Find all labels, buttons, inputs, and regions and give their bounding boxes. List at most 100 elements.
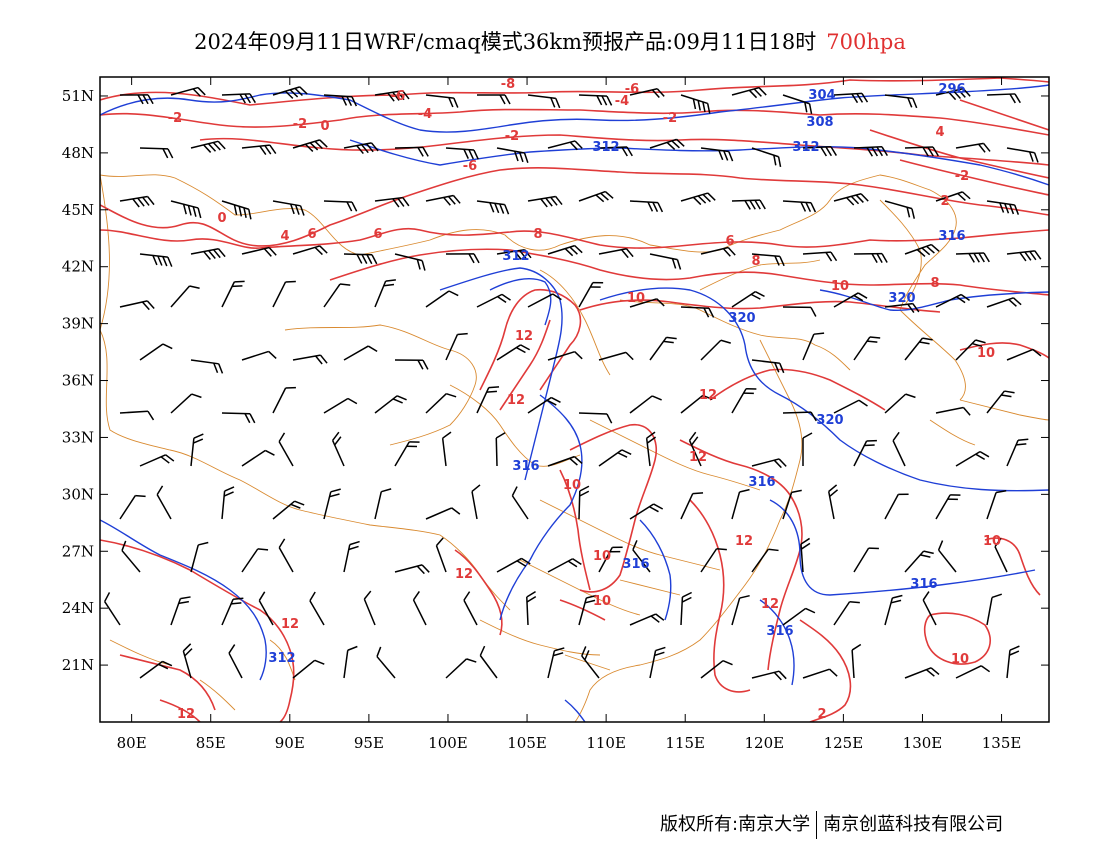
wind-barb <box>700 339 731 361</box>
temperature-label: 12 <box>177 707 195 722</box>
wind-barb <box>751 670 787 681</box>
title-level: 700hpa <box>826 30 906 54</box>
wind-barb <box>278 538 294 573</box>
lon-label: 135E <box>982 734 1022 752</box>
wind-barb <box>853 439 877 467</box>
wind-barb <box>343 253 378 265</box>
wind-barb <box>598 146 633 157</box>
wind-barb <box>394 359 429 370</box>
wind-barb <box>731 199 766 210</box>
wind-barb <box>922 591 937 626</box>
wind-barb <box>272 280 296 308</box>
temperature-label: 10 <box>831 279 849 294</box>
temperature-label: 2 <box>817 707 826 722</box>
wind-barb <box>578 190 614 203</box>
wind-barb <box>1006 348 1042 361</box>
temperature-label: 12 <box>507 393 525 408</box>
wind-barb <box>782 607 816 626</box>
wind-barb <box>986 593 1003 626</box>
wind-barb <box>221 486 235 520</box>
wind-barb <box>578 485 590 520</box>
wind-barb <box>292 245 328 256</box>
wind-barb <box>581 646 600 679</box>
height-label: 312 <box>268 651 295 666</box>
wind-barb <box>598 449 632 467</box>
temperature-label: 12 <box>455 567 473 582</box>
wind-barb <box>374 196 410 208</box>
wind-barb <box>170 393 202 414</box>
wind-barb <box>323 94 358 107</box>
wind-barb <box>425 94 459 108</box>
lat-label: 39N <box>62 315 94 333</box>
wind-barb <box>800 537 811 573</box>
temperature-label: 6 <box>373 227 382 242</box>
wind-barb <box>190 140 226 153</box>
wind-barb <box>221 280 245 308</box>
lon-label: 90E <box>275 734 305 752</box>
wind-barb <box>649 646 666 679</box>
title-main: 2024年09月11日WRF/cmaq模式36km预报产品:09月11日18时 <box>194 30 817 54</box>
wind-barb <box>1006 250 1042 262</box>
wind-barb <box>802 251 838 262</box>
wind-barb <box>445 253 480 264</box>
wind-barb <box>937 540 957 573</box>
wind-barb <box>496 248 532 260</box>
height-label: 316 <box>938 229 965 244</box>
wind-barb <box>833 193 869 206</box>
temperature-label: 10 <box>593 594 611 609</box>
wind-barb <box>323 283 351 308</box>
wind-barb <box>935 494 961 520</box>
wind-barb <box>119 300 155 311</box>
temperature-label: 10 <box>627 291 645 306</box>
wind-barb <box>343 645 358 679</box>
wind-barb <box>292 354 328 365</box>
wind-barb <box>425 507 461 520</box>
wind-barb <box>955 665 991 679</box>
wind-barb <box>139 660 173 679</box>
temperature-label: -8 <box>501 77 515 92</box>
wind-barb <box>853 146 888 157</box>
lon-label: 110E <box>586 734 626 752</box>
wind-barb <box>241 246 277 257</box>
lon-label: 105E <box>507 734 547 752</box>
wind-barb <box>578 412 613 424</box>
lat-label: 30N <box>62 485 94 503</box>
wind-barb <box>782 200 817 213</box>
wind-barb <box>904 243 940 257</box>
copyright-credit: 版权所有:南京大学 南京创蓝科技有限公司 <box>660 810 1003 839</box>
wind-barb <box>278 432 294 467</box>
temperature-label: -2 <box>293 117 307 132</box>
height-label: 316 <box>622 557 649 572</box>
temperature-label: 10 <box>983 534 1001 549</box>
wind-barb <box>731 594 750 626</box>
wind-barb <box>221 412 256 424</box>
wind-barb <box>629 613 665 626</box>
wind-barb <box>598 248 634 259</box>
temperature-label: -2 <box>168 111 182 126</box>
wind-barb <box>374 279 396 308</box>
wind-barb <box>479 645 498 679</box>
temperature-label: 2 <box>940 194 949 209</box>
wind-barb <box>170 596 191 626</box>
wind-barb <box>170 86 206 97</box>
wind-barb <box>119 494 146 520</box>
wind-barb <box>412 591 427 626</box>
wind-barb <box>496 147 529 164</box>
wind-barb <box>955 252 990 263</box>
wind-barb <box>547 455 583 467</box>
wind-barb <box>441 431 452 467</box>
wind-barb <box>527 94 561 109</box>
wind-barb <box>731 388 757 414</box>
height-label: 320 <box>816 413 843 428</box>
lon-label: 120E <box>745 734 785 752</box>
height-label: 304 <box>808 88 835 103</box>
wind-barb <box>425 392 457 414</box>
temperature-label: 12 <box>689 450 707 465</box>
height-label: 316 <box>512 459 539 474</box>
wind-barb <box>700 548 727 573</box>
wind-barb <box>578 94 613 106</box>
wind-barb <box>751 548 779 573</box>
wind-barb <box>476 293 511 308</box>
